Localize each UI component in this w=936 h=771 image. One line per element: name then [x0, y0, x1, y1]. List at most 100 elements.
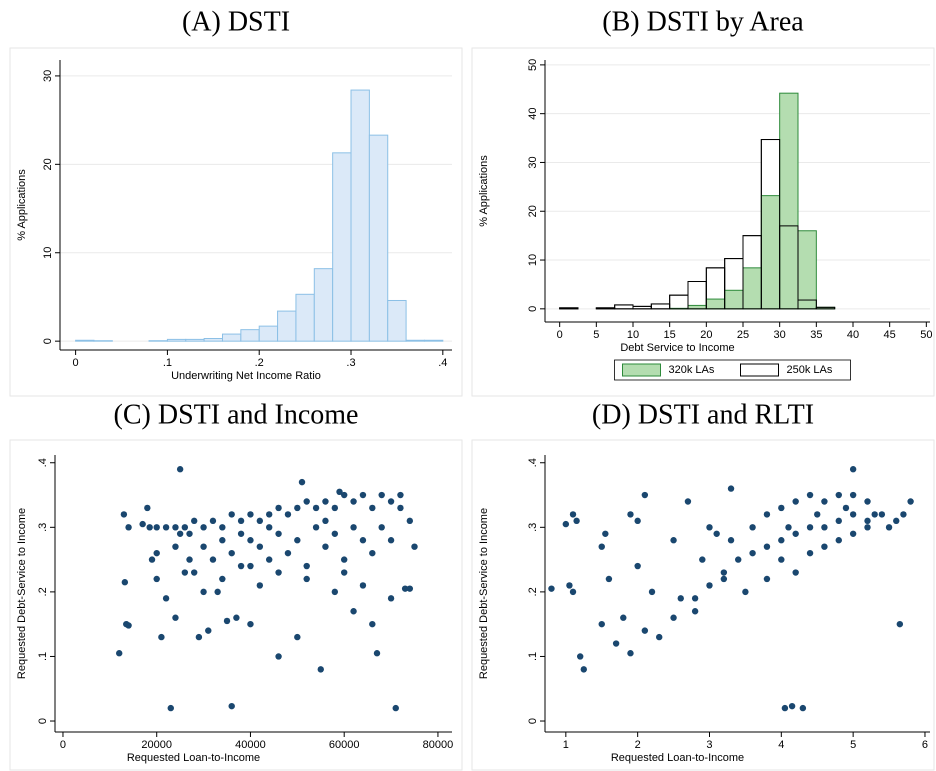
point	[763, 543, 771, 550]
bar-outline	[797, 299, 817, 310]
point	[359, 582, 367, 589]
point	[146, 524, 153, 531]
point	[359, 537, 367, 544]
x-tick-label: .2	[255, 357, 264, 369]
point	[792, 530, 799, 537]
legend-swatch	[622, 363, 661, 377]
point	[275, 504, 282, 512]
point	[778, 504, 785, 512]
point	[209, 517, 217, 525]
bar-outline	[815, 306, 836, 310]
y-axis-label: % Applications	[16, 169, 28, 241]
x-tick-label: 25	[737, 329, 749, 341]
point	[294, 537, 301, 544]
point	[849, 530, 857, 537]
y-tick-label: 0	[527, 306, 539, 312]
bar	[405, 339, 425, 342]
point	[864, 524, 871, 531]
point	[153, 575, 160, 583]
y-tick-label: 50	[527, 59, 539, 71]
bar	[742, 267, 762, 310]
point	[266, 556, 273, 563]
point	[369, 549, 376, 557]
point	[670, 614, 677, 621]
point	[387, 537, 395, 544]
bar	[650, 303, 671, 310]
bar	[313, 268, 334, 342]
panel-frame	[9, 47, 463, 397]
point	[322, 543, 329, 550]
bar	[423, 339, 444, 342]
panel-title: (D) DSTI and RLTI	[592, 399, 814, 430]
y-tick-label: 0	[37, 718, 49, 724]
point	[284, 549, 292, 557]
bar	[185, 338, 205, 342]
point	[256, 582, 264, 589]
point	[684, 498, 692, 505]
point	[294, 504, 301, 512]
point	[727, 485, 735, 492]
y-axis-label: Requested Debt-Service to Income	[478, 508, 490, 679]
point	[806, 491, 814, 499]
point	[392, 704, 399, 712]
point	[821, 498, 828, 505]
point	[620, 614, 627, 621]
bar	[258, 325, 279, 342]
legend-box	[614, 359, 851, 381]
point	[191, 517, 198, 525]
point	[849, 511, 857, 518]
bar	[687, 304, 707, 310]
point	[205, 627, 212, 634]
point	[200, 524, 207, 531]
point	[792, 498, 799, 505]
point	[153, 549, 160, 557]
point	[303, 498, 310, 505]
point	[294, 633, 301, 641]
point	[849, 491, 857, 499]
point	[893, 517, 900, 525]
x-axis-label: Requested Loan-to-Income	[127, 752, 260, 764]
point	[699, 556, 706, 563]
point	[340, 569, 348, 576]
point	[670, 537, 677, 544]
x-tick-label: 10	[627, 329, 639, 341]
bar	[387, 299, 407, 342]
point	[144, 504, 151, 512]
point	[648, 588, 656, 596]
bar	[295, 293, 315, 342]
point	[713, 530, 720, 537]
point	[233, 614, 240, 621]
point	[602, 530, 609, 537]
bar	[614, 304, 634, 310]
point	[598, 543, 605, 550]
point	[835, 537, 842, 544]
x-tick-label: 4	[778, 739, 784, 751]
point	[266, 511, 273, 518]
point	[172, 543, 179, 550]
panel-title: (C) DSTI and Income	[114, 399, 359, 430]
point	[580, 666, 587, 673]
y-tick-label: .3	[527, 523, 539, 532]
point	[849, 466, 857, 473]
point	[569, 511, 577, 518]
bar	[350, 89, 370, 342]
point	[907, 498, 914, 505]
y-tick-label: .4	[37, 458, 49, 467]
y-tick-label: 10	[42, 247, 54, 259]
point	[569, 588, 577, 596]
point	[228, 511, 235, 518]
point	[186, 556, 193, 563]
x-tick-label: .3	[346, 357, 355, 369]
y-tick-label: 40	[527, 108, 539, 120]
point	[256, 543, 264, 550]
point	[691, 608, 699, 615]
bar	[779, 92, 799, 310]
bar-outline	[760, 139, 781, 310]
point	[336, 488, 343, 496]
x-tick-label: 80000	[423, 739, 454, 751]
point	[172, 524, 179, 531]
panel-title: (A) DSTI	[182, 6, 290, 37]
point	[806, 524, 814, 531]
point	[612, 640, 620, 647]
point	[706, 582, 713, 589]
